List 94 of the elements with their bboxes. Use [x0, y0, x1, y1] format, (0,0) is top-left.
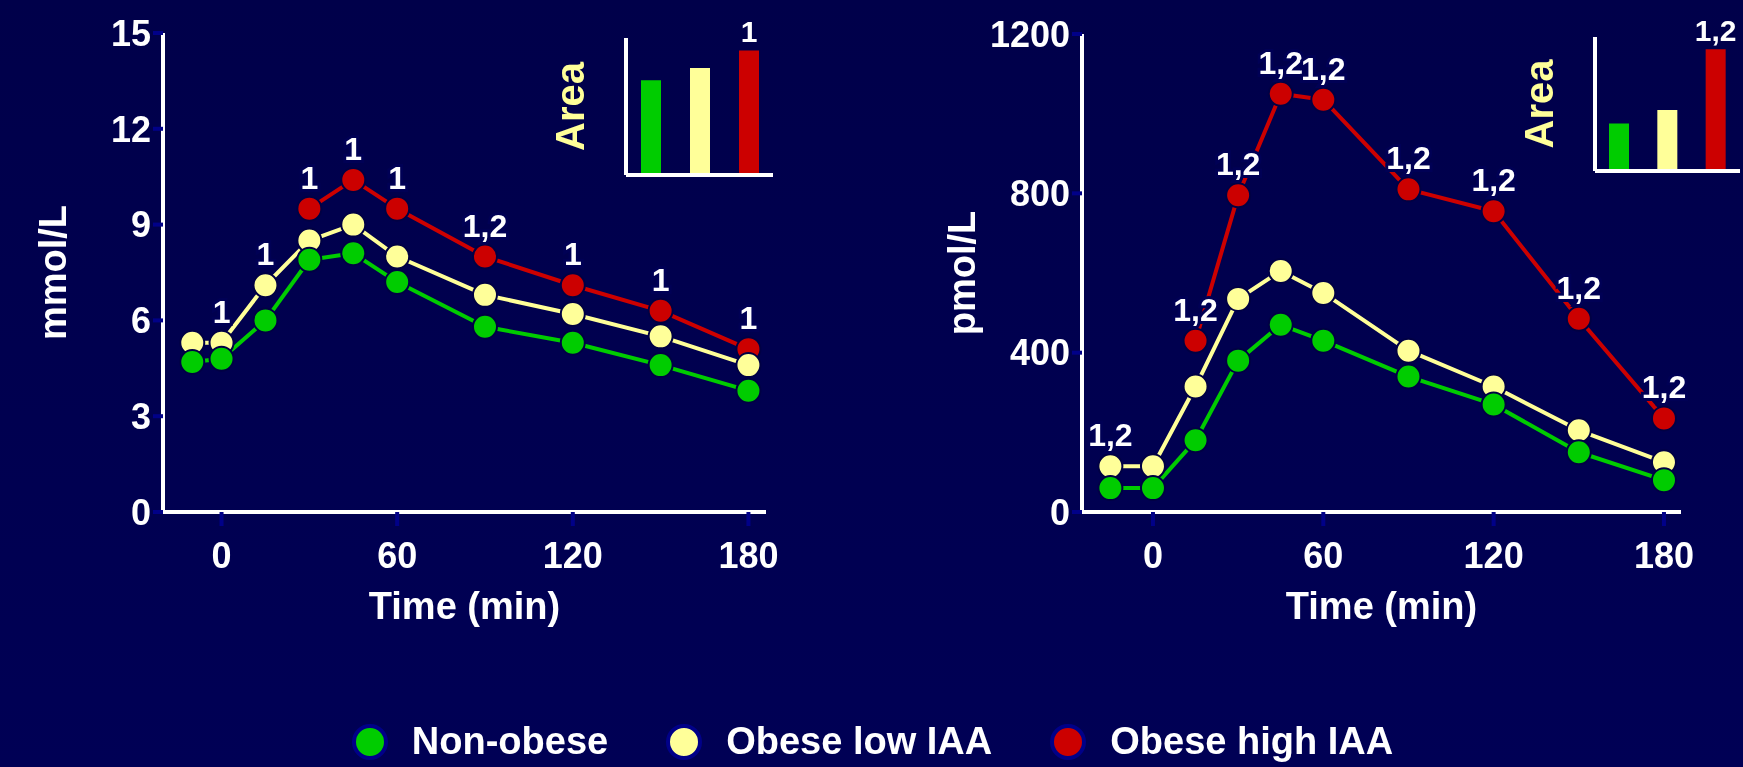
- point: [1225, 347, 1252, 374]
- point: [1310, 327, 1337, 354]
- point: [471, 313, 498, 340]
- point: [1395, 176, 1422, 203]
- point: [252, 272, 279, 299]
- point: [647, 297, 674, 324]
- point: [1310, 279, 1337, 306]
- point: [1225, 182, 1252, 209]
- point: [1267, 311, 1294, 338]
- point: [1565, 439, 1592, 466]
- point: [471, 243, 498, 270]
- y-axis-title: mmol/L: [32, 204, 75, 341]
- point: [559, 272, 586, 299]
- y-tick-label: 0: [130, 491, 151, 533]
- x-tick-label: 180: [718, 534, 779, 576]
- point: [1395, 337, 1422, 364]
- point: [384, 243, 411, 270]
- x-tick-label: 60: [377, 534, 418, 576]
- point: [735, 352, 762, 379]
- point: [1097, 475, 1124, 502]
- y-tick-label: 400: [1009, 332, 1070, 374]
- point: [471, 281, 498, 308]
- annotation: 1,2: [1258, 44, 1303, 81]
- annotation: 1,2: [462, 207, 508, 244]
- point: [179, 348, 206, 375]
- point: [1139, 475, 1166, 502]
- y-tick-label: 0: [1049, 491, 1070, 533]
- y-axis-title: Area: [548, 61, 593, 151]
- point: [384, 269, 411, 296]
- x-tick-label: 180: [1633, 534, 1695, 576]
- x-axis-title: Time (min): [367, 585, 562, 628]
- point: [1650, 467, 1677, 494]
- point: [1650, 405, 1677, 432]
- x-tick-label: 120: [1463, 534, 1524, 576]
- annotation: 1: [256, 236, 275, 273]
- point: [296, 246, 323, 273]
- x-tick-label: 0: [1142, 534, 1163, 576]
- annotation: 1: [300, 159, 319, 196]
- annotation: 1: [739, 300, 758, 337]
- annotation: 1: [344, 130, 363, 167]
- annotation: 1,2: [1641, 369, 1687, 406]
- point: [340, 240, 367, 267]
- point: [340, 166, 367, 193]
- y-tick-label: 3: [130, 395, 151, 437]
- annotation: 1,2: [1386, 140, 1431, 177]
- annotation: 1: [651, 261, 670, 298]
- legend-label: Non-obese: [411, 720, 609, 763]
- y-tick-label: 800: [1009, 173, 1070, 215]
- y-axis-title: Area: [1517, 58, 1562, 149]
- point: [1182, 427, 1209, 454]
- y-tick-label: 1200: [989, 13, 1070, 55]
- text: 1,2: [1694, 14, 1737, 48]
- point: [1480, 391, 1507, 418]
- legend-label: Obese high IAA: [1110, 720, 1394, 763]
- point: [252, 307, 279, 334]
- point: [1225, 285, 1252, 312]
- point: [1182, 327, 1209, 354]
- point: [735, 377, 762, 404]
- point: [340, 211, 367, 238]
- x-tick-label: 120: [542, 534, 603, 576]
- annotation: 1,2: [1301, 50, 1346, 87]
- annotation: 1: [212, 293, 231, 330]
- point: [1267, 258, 1294, 285]
- annotation: 1,2: [1471, 162, 1516, 199]
- point: [1395, 363, 1422, 390]
- x-tick-label: 0: [211, 534, 232, 576]
- y-tick-label: 6: [130, 300, 151, 342]
- point: [1480, 198, 1507, 225]
- point: [1565, 417, 1592, 444]
- y-tick-label: 15: [110, 12, 151, 54]
- annotation: 1: [563, 236, 582, 273]
- point: [384, 195, 411, 222]
- x-axis-title: Time (min): [1284, 585, 1479, 628]
- annotation: 1: [740, 15, 758, 49]
- x-tick-label: 60: [1303, 534, 1344, 576]
- point: [1182, 373, 1209, 400]
- y-tick-label: 9: [130, 204, 151, 246]
- point: [1097, 453, 1124, 480]
- point: [296, 195, 323, 222]
- point: [559, 301, 586, 328]
- point: [647, 323, 674, 350]
- point: [647, 352, 674, 379]
- point: [1267, 80, 1294, 107]
- y-axis-title: pmol/L: [941, 210, 984, 336]
- legend-label: Obese low IAA: [726, 720, 993, 763]
- point: [1310, 86, 1337, 113]
- point: [559, 329, 586, 356]
- point: [1139, 453, 1166, 480]
- annotation: 1,2: [1088, 417, 1133, 454]
- annotation: 1,2: [1556, 269, 1602, 306]
- point: [208, 345, 235, 372]
- point: [1565, 305, 1592, 332]
- annotation: 1: [388, 159, 407, 196]
- y-tick-label: 12: [110, 108, 151, 150]
